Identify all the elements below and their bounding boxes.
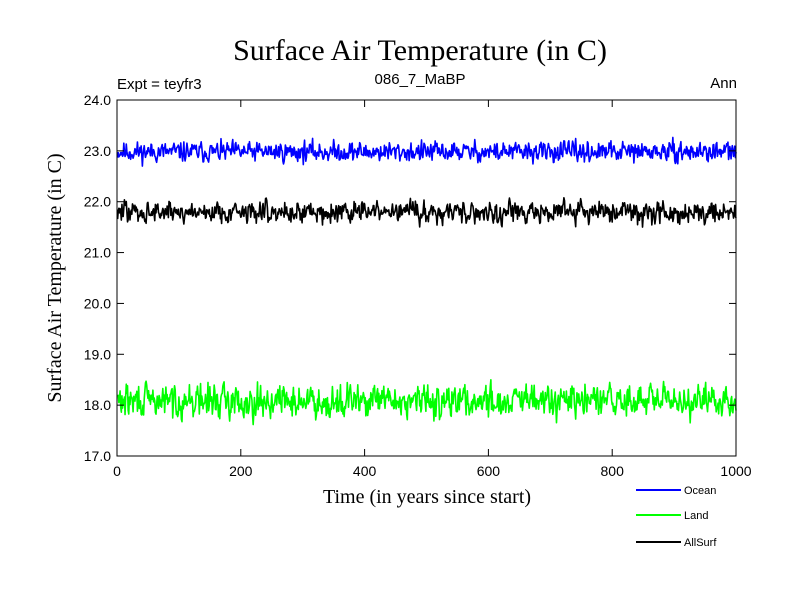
y-tick-label: 22.0	[84, 194, 111, 210]
chart-title: Surface Air Temperature (in C)	[233, 34, 607, 67]
legend-label: Land	[684, 510, 708, 522]
y-tick-label: 17.0	[84, 448, 111, 464]
x-tick-label: 0	[113, 463, 121, 479]
x-axis-label: Time (in years since start)	[323, 486, 531, 508]
x-tick-label: 400	[353, 463, 377, 479]
series-line-ocean	[116, 136, 737, 167]
legend-label: AllSurf	[684, 537, 717, 549]
y-tick-label: 18.0	[84, 397, 111, 413]
x-tick-label: 800	[601, 463, 625, 479]
legend-label: Ocean	[684, 485, 716, 497]
y-axis: 17.0 18.0 19.0 20.0 21.0 22.0 23.0 24.0	[84, 92, 736, 464]
x-tick-label: 1000	[720, 463, 751, 479]
plot-frame	[116, 99, 737, 457]
series-line-allsurf	[116, 196, 737, 228]
y-tick-label: 21.0	[84, 245, 111, 261]
y-axis-label: Surface Air Temperature (in C)	[44, 153, 66, 402]
x-tick-label: 600	[477, 463, 501, 479]
y-tick-label: 20.0	[84, 295, 111, 311]
x-tick-label: 200	[229, 463, 253, 479]
series-line-land	[117, 378, 737, 426]
series-group	[116, 136, 737, 426]
y-tick-label: 24.0	[84, 92, 111, 108]
period-label: 086_7_MaBP	[375, 71, 466, 88]
x-axis: 0 200 400 600 800 1000	[113, 100, 752, 479]
season-label: Ann	[710, 75, 737, 92]
y-tick-label: 23.0	[84, 143, 111, 159]
legend: Ocean Land AllSurf	[636, 485, 717, 549]
experiment-label: Expt = teyfr3	[117, 76, 202, 93]
y-tick-label: 19.0	[84, 346, 111, 362]
